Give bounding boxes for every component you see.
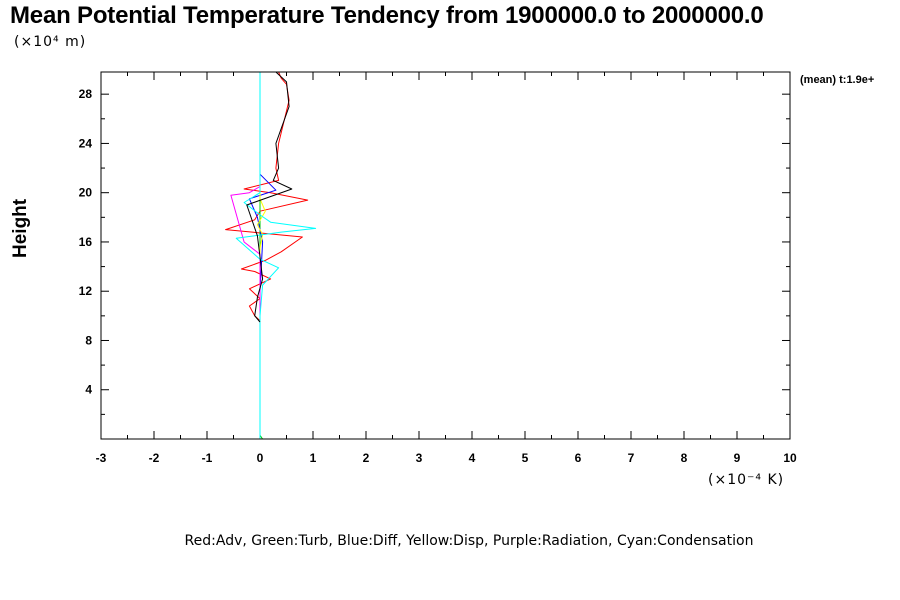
y-tick-label: 28 <box>79 87 93 101</box>
ticks-layer <box>100 72 791 439</box>
x-tick-label: -3 <box>96 451 107 465</box>
y-tick-label: 20 <box>79 186 93 200</box>
series-line-disp <box>256 72 266 439</box>
series-line-diff <box>248 72 277 439</box>
x-tick-label: 3 <box>416 451 423 465</box>
series-line-condensation <box>235 72 317 439</box>
y-tick-label: 4 <box>85 383 92 397</box>
y-tick-label: 12 <box>79 284 93 298</box>
x-tick-label: 5 <box>522 451 529 465</box>
x-tick-label: 7 <box>628 451 635 465</box>
legend-text: Red:Adv, Green:Turb, Blue:Diff, Yellow:D… <box>184 533 754 549</box>
x-tick-label: 0 <box>257 451 264 465</box>
x-tick-label: 2 <box>363 451 370 465</box>
x-tick-label: 1 <box>310 451 317 465</box>
mean-time-annotation: (mean) t:1.9e+ <box>800 74 875 86</box>
y-axis-unit-label: (×10⁴ m) <box>14 34 87 50</box>
series-line-adv <box>225 71 309 439</box>
y-tick-label: 24 <box>79 136 93 150</box>
y-tick-label: 16 <box>79 235 93 249</box>
x-tick-label: 9 <box>734 451 741 465</box>
x-tick-label: 8 <box>681 451 688 465</box>
plot-frame <box>100 71 791 440</box>
x-tick-label: -1 <box>202 451 213 465</box>
x-tick-label: 10 <box>783 451 797 465</box>
x-tick-label: 4 <box>469 451 476 465</box>
chart-title: Mean Potential Temperature Tendency from… <box>10 2 764 29</box>
y-tick-label: 8 <box>85 333 92 347</box>
series-line-total <box>246 71 293 323</box>
x-tick-label: 6 <box>575 451 582 465</box>
x-axis-unit-label: (×10⁻⁴ K) <box>708 472 785 488</box>
series-layer <box>225 71 317 440</box>
x-tick-label: -2 <box>149 451 160 465</box>
